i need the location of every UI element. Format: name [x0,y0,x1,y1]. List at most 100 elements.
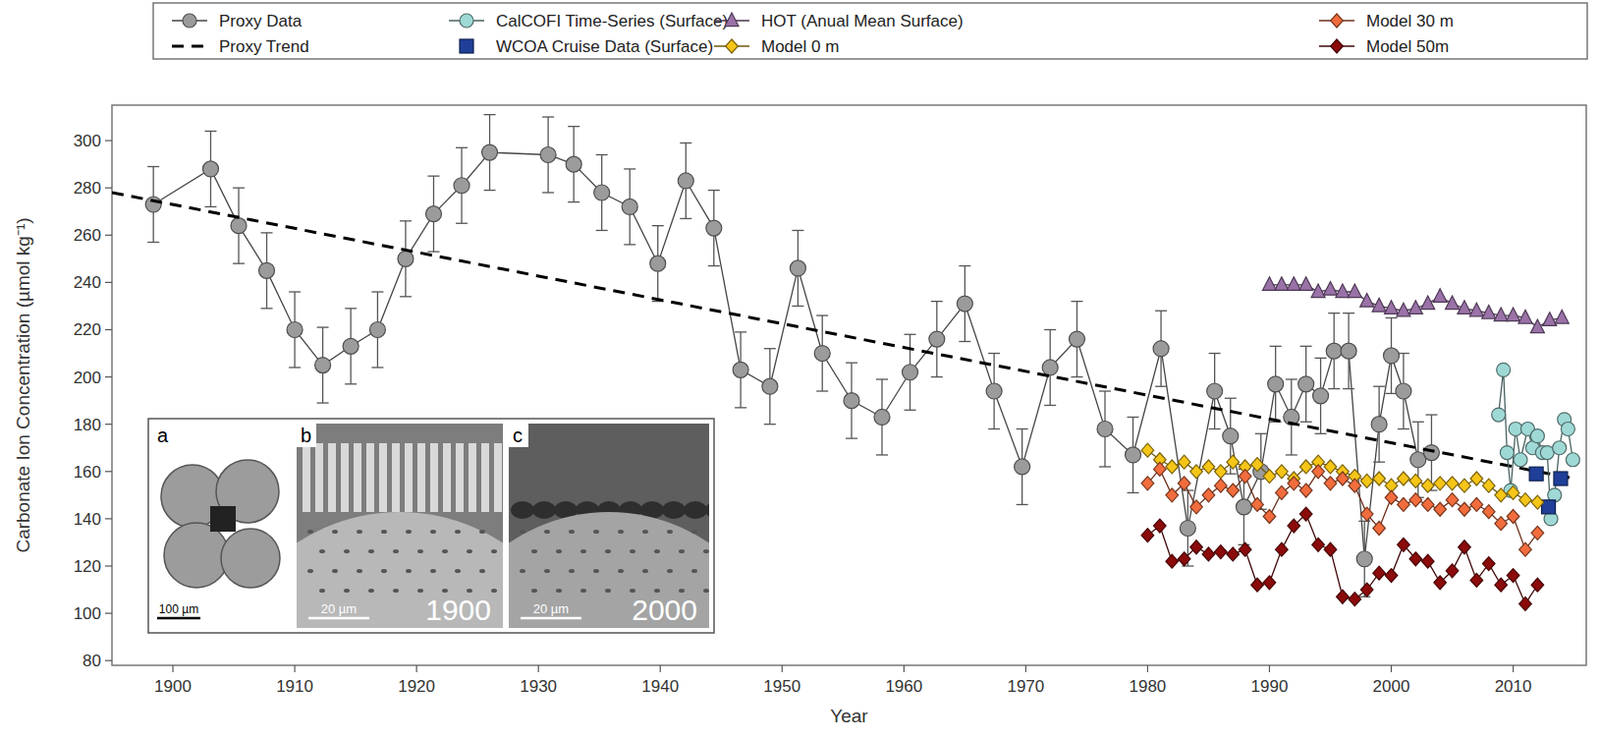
error-cap [708,189,720,191]
data-point [1263,575,1276,590]
error-cap [1373,386,1385,387]
error-cap [1099,389,1111,391]
data-point [1324,459,1337,474]
data-point [1493,307,1508,322]
data-point [1531,525,1545,540]
shell-pore [642,529,649,534]
error-cap [371,366,384,368]
data-point [1458,478,1472,493]
error-cap [791,229,804,231]
error-cap [455,222,468,224]
legend: Proxy DataProxy TrendCalCOFI Time-Series… [153,2,1588,59]
data-point [621,198,638,215]
error-cap [147,241,160,243]
shell-spine [417,442,426,512]
data-point [1423,444,1439,461]
error-cap [317,401,330,403]
error-cap [288,290,301,292]
error-cap [344,383,357,385]
data-point [1141,528,1155,543]
error-cap [764,347,776,349]
data-point [1372,297,1386,312]
shell-pore [691,568,698,573]
error-cap [1315,433,1327,435]
legend-label: Model 0 m [761,37,839,56]
data-point [1179,520,1196,537]
shell-pore [454,529,461,534]
data-point [1202,459,1215,474]
shell-pore [466,588,473,593]
data-point [1263,469,1276,484]
data-point [1553,471,1568,486]
data-point [1097,420,1113,437]
legend-label: HOT (Anual Mean Surface) [761,11,964,31]
shell-pore [417,549,424,553]
error-cap [679,142,692,144]
error-cap [204,130,217,132]
y-tick [105,187,112,189]
inset-image [153,423,291,628]
shell-spine [404,442,413,512]
data-point [1141,442,1155,457]
legend-box [153,2,1588,59]
data-point [1482,305,1496,320]
shell-chamber [164,522,229,588]
data-point [1518,309,1533,324]
shell-pore [544,568,551,573]
shell-ridge [532,500,556,519]
shell-pore [319,588,326,593]
legend-marker [459,39,474,54]
error-cap [232,187,245,189]
error-cap [1397,428,1410,430]
data-point [929,331,945,347]
data-point [1312,537,1325,552]
error-cap [399,220,412,221]
data-point [1421,478,1435,493]
data-point [1323,281,1337,296]
legend-entry: Proxy Trend [171,37,310,56]
data-point [1262,276,1276,291]
y-tick [105,470,112,472]
shell-pore [441,549,448,553]
shell-pore [319,549,326,553]
data-point [1324,476,1337,491]
data-point [1335,283,1350,298]
data-point [1299,506,1313,521]
shell-pore [555,549,562,553]
data-point [1125,446,1142,463]
data-point [1421,496,1435,511]
inset: a100 µmb20 µm1900c20 µm2000 [148,418,800,740]
y-tick [105,564,112,566]
legend-entry: Model 50m [1319,37,1449,56]
shell-pore [307,529,314,534]
error-cap [1127,416,1140,418]
data-point [1531,577,1545,592]
error-cap [1224,473,1237,475]
legend-entry: Model 30 m [1319,11,1454,31]
data-point [732,361,749,378]
error-cap [845,437,858,439]
data-point [342,337,359,354]
data-point [1238,469,1252,484]
data-point [540,147,556,164]
shell-spine [340,442,349,512]
error-cap [1224,397,1237,399]
error-cap [147,165,160,167]
error-cap [1155,386,1167,387]
error-cap [623,167,636,169]
shell-spine [442,442,451,512]
data-point [1287,518,1301,533]
data-point [1409,551,1423,566]
x-tick-label: 2000 [1373,676,1411,696]
legend-label: Model 50m [1366,37,1449,56]
x-tick [1512,664,1514,672]
error-cap [1285,378,1298,380]
x-tick-label: 1970 [1006,676,1045,696]
error-cap [1342,312,1355,314]
data-point [956,295,973,312]
shell-pore [479,568,486,573]
data-point [1042,359,1058,376]
y-tick [105,611,112,613]
data-point [1153,340,1169,357]
shell-spine [315,442,324,512]
